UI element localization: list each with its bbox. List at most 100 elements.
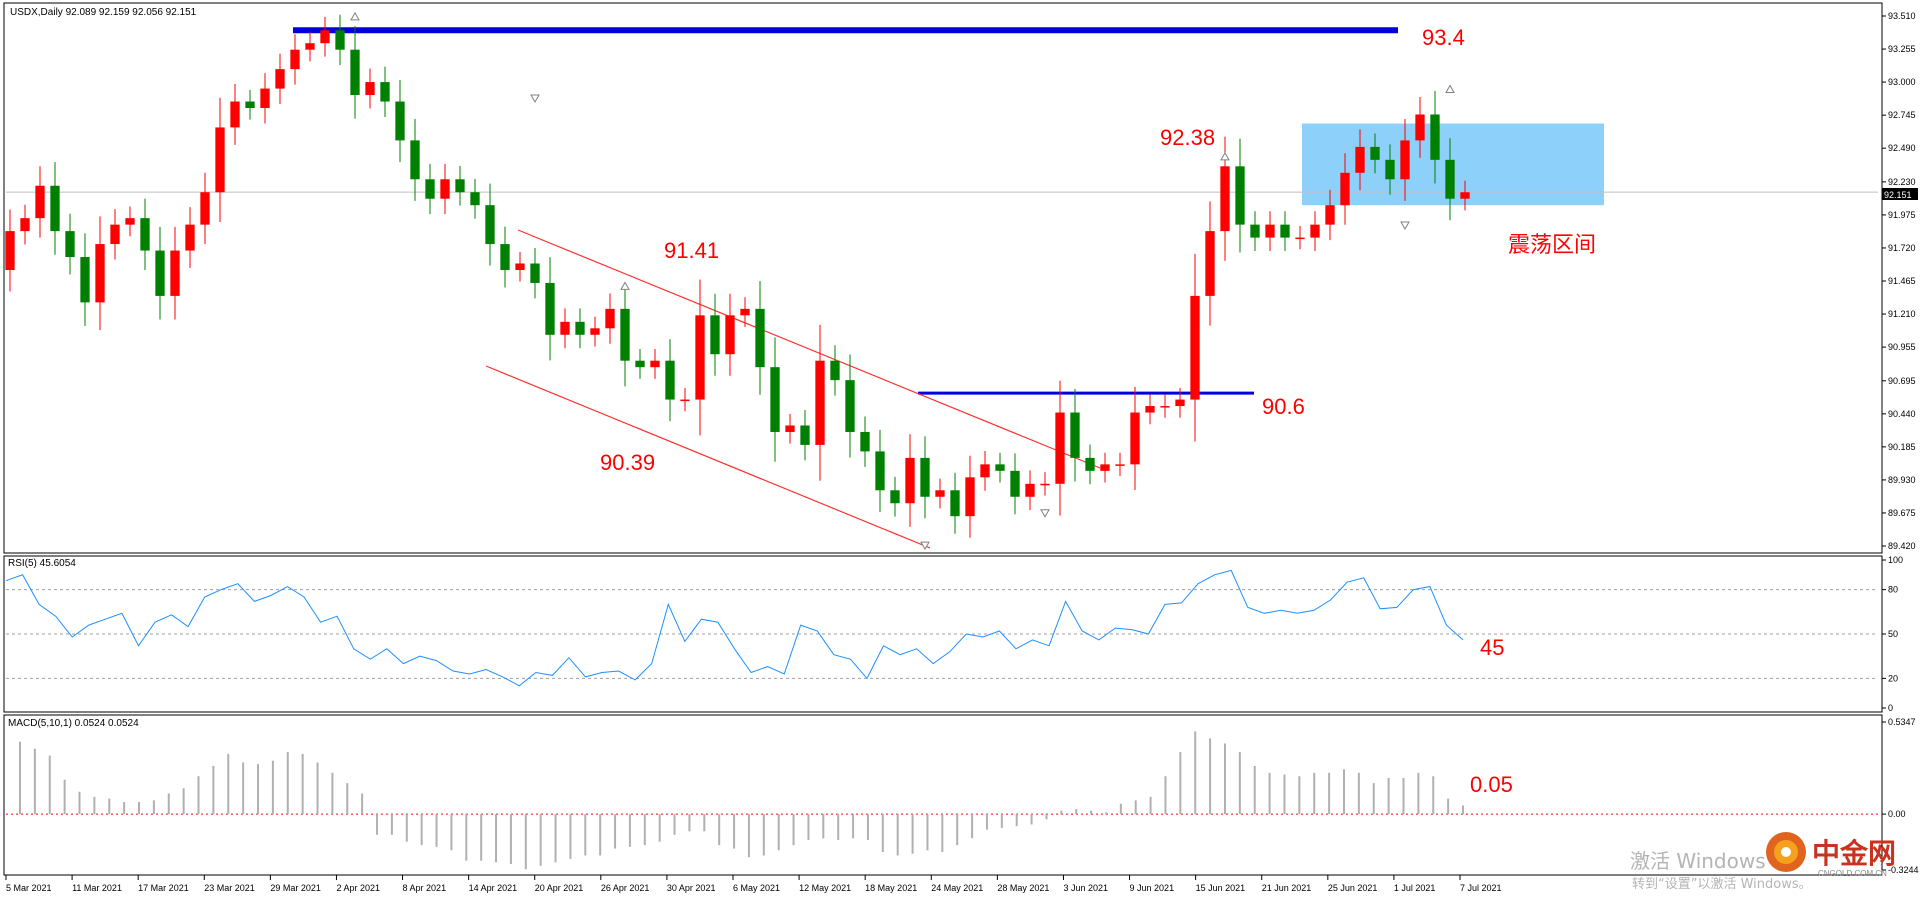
candle-body bbox=[620, 308, 630, 361]
candle-body bbox=[1250, 224, 1260, 238]
candle bbox=[1265, 211, 1275, 252]
candle bbox=[635, 349, 645, 379]
candle-body bbox=[20, 218, 30, 232]
macd-tick-label: 0.00 bbox=[1888, 809, 1906, 819]
candle-body bbox=[950, 490, 960, 517]
candle-body bbox=[1220, 166, 1230, 232]
candle-body bbox=[320, 30, 330, 44]
candle-body bbox=[560, 321, 570, 335]
price-tick-label: 89.930 bbox=[1888, 475, 1916, 485]
candle bbox=[1010, 453, 1020, 515]
candle bbox=[860, 416, 870, 467]
candle-body bbox=[1355, 146, 1365, 173]
candle-body bbox=[200, 192, 210, 225]
price-axis: 93.510 93.255 93.000 92.745 92.490 92.230 91.9… bbox=[1882, 11, 1916, 551]
candle bbox=[905, 434, 915, 527]
candle bbox=[650, 349, 660, 379]
candle-body bbox=[395, 101, 405, 141]
time-tick-label: 30 Apr 2021 bbox=[667, 883, 716, 893]
candle-body bbox=[5, 231, 15, 270]
fractal-arrow bbox=[530, 94, 540, 104]
current-price-label: 92.151 bbox=[1884, 190, 1912, 200]
price-tick-label: 92.230 bbox=[1888, 177, 1916, 187]
candle-body bbox=[245, 101, 255, 109]
trend-lines bbox=[6, 27, 1878, 549]
time-tick-label: 1 Jul 2021 bbox=[1394, 883, 1436, 893]
candle bbox=[545, 257, 555, 361]
candle-body bbox=[365, 82, 375, 96]
candle-body bbox=[1010, 470, 1020, 497]
candle bbox=[980, 450, 990, 491]
candle bbox=[440, 163, 450, 215]
candle-body bbox=[230, 101, 240, 128]
candle-body bbox=[485, 205, 495, 245]
candle bbox=[380, 66, 390, 117]
candle bbox=[710, 293, 720, 376]
candle-body bbox=[290, 49, 300, 70]
candle bbox=[875, 429, 885, 512]
price-tick-label: 89.420 bbox=[1888, 541, 1916, 551]
rsi-tick-label: 0 bbox=[1888, 703, 1893, 713]
fractal-arrow bbox=[1445, 84, 1455, 93]
activate-windows-hint: 转到“设置”以激活 Windows。 bbox=[1632, 877, 1812, 892]
candle bbox=[110, 209, 120, 260]
candle-body bbox=[110, 224, 120, 245]
candle bbox=[1340, 153, 1350, 225]
fractal-arrow bbox=[1400, 221, 1410, 231]
candle-body bbox=[575, 321, 585, 335]
candle bbox=[455, 165, 465, 206]
candle bbox=[1295, 225, 1305, 250]
time-tick-label: 14 Apr 2021 bbox=[469, 883, 518, 893]
candle-body bbox=[800, 425, 810, 445]
candle-body bbox=[440, 179, 450, 199]
annotation-rsi-45: 45 bbox=[1480, 635, 1504, 660]
candle-body bbox=[1235, 166, 1245, 225]
candle bbox=[1310, 211, 1320, 252]
candle-body bbox=[590, 328, 600, 335]
candle-body bbox=[1190, 295, 1200, 400]
fractal-arrow bbox=[620, 281, 630, 290]
candle bbox=[605, 293, 615, 344]
candle bbox=[470, 178, 480, 219]
candle-body bbox=[35, 185, 45, 219]
candle-body bbox=[635, 360, 645, 368]
annotation-90-39: 90.39 bbox=[600, 450, 655, 475]
rsi-label: RSI(5) 45.6054 bbox=[8, 558, 76, 569]
candle-body bbox=[830, 360, 840, 381]
price-tick-label: 90.695 bbox=[1888, 376, 1916, 386]
candle bbox=[320, 16, 330, 57]
time-tick-label: 28 May 2021 bbox=[997, 883, 1049, 893]
candle-body bbox=[710, 315, 720, 355]
candle-body bbox=[875, 451, 885, 491]
candle bbox=[230, 84, 240, 145]
candle-body bbox=[1265, 224, 1275, 238]
candle bbox=[245, 89, 255, 120]
candle bbox=[140, 198, 150, 271]
time-tick-label: 6 May 2021 bbox=[733, 883, 780, 893]
candle bbox=[1025, 470, 1035, 511]
candle bbox=[800, 410, 810, 461]
time-tick-label: 25 Jun 2021 bbox=[1328, 883, 1378, 893]
candle bbox=[1325, 189, 1335, 241]
candle bbox=[1235, 138, 1245, 253]
candle-body bbox=[1295, 237, 1305, 240]
candle-body bbox=[350, 49, 360, 96]
candle bbox=[1250, 211, 1260, 252]
candle-body bbox=[470, 192, 480, 206]
candle bbox=[515, 251, 525, 282]
candle bbox=[1430, 90, 1440, 184]
candle-body bbox=[95, 244, 105, 303]
candle-body bbox=[845, 380, 855, 432]
candle-body bbox=[1175, 399, 1185, 407]
candle bbox=[1160, 394, 1170, 418]
candle-body bbox=[695, 315, 705, 400]
activate-windows-text: 激活 Windows bbox=[1630, 849, 1766, 873]
candle bbox=[815, 324, 825, 481]
price-tick-label: 92.490 bbox=[1888, 143, 1916, 153]
candle bbox=[365, 68, 375, 109]
candle bbox=[275, 53, 285, 105]
candle-body bbox=[500, 244, 510, 270]
candle-body bbox=[1145, 406, 1155, 413]
candle-body bbox=[125, 218, 135, 225]
